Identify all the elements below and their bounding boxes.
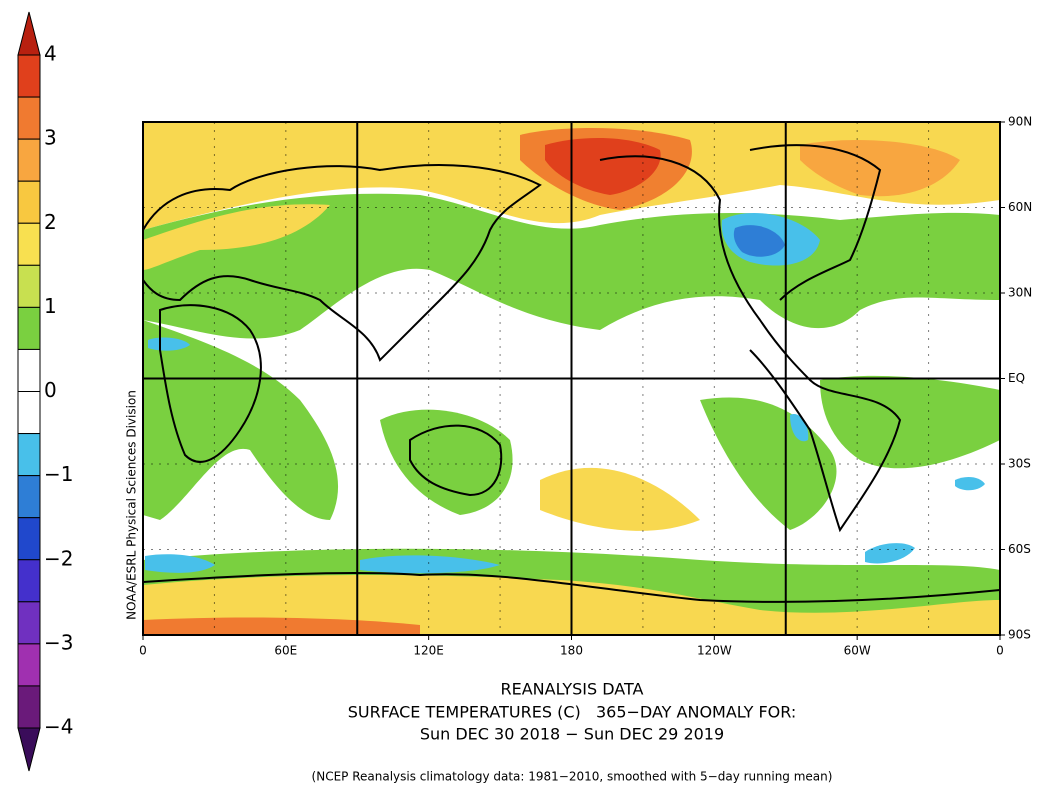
lat-label: 90N: [1008, 115, 1032, 129]
colorbar-tick-label: −1: [44, 462, 73, 486]
colorbar-tick-label: −3: [44, 630, 73, 654]
colorbar-band: [17, 264, 41, 308]
colorbar-band: [17, 54, 41, 98]
lon-label: 0: [996, 644, 1004, 658]
lon-label: 180: [560, 644, 583, 658]
lat-label: 60N: [1008, 200, 1032, 214]
lon-label: 60W: [844, 644, 871, 658]
colorbar: 4 3 2 1 0 −1 −2 −3 −4: [17, 11, 73, 772]
colorbar-tick-label: −2: [44, 546, 73, 570]
colorbar-band: [17, 601, 41, 645]
lon-label: 120E: [413, 644, 444, 658]
graticule: [142, 122, 1000, 635]
colorbar-band: [17, 685, 41, 729]
colorbar-band: [17, 475, 41, 519]
colorbar-band: [17, 348, 41, 392]
colorbar-band: [17, 138, 41, 182]
title-line: REANALYSIS DATA: [501, 680, 644, 699]
lat-label: EQ: [1008, 371, 1025, 385]
lon-label: 120W: [697, 644, 732, 658]
colorbar-arrow: [17, 11, 41, 56]
colorbar-band: [17, 306, 41, 350]
colorbar-tick-label: 1: [44, 294, 57, 318]
colorbar-band: [17, 180, 41, 224]
colorbar-tick-label: −4: [44, 715, 73, 739]
colorbar-tick-label: 0: [44, 378, 57, 402]
colorbar-tick-label: 4: [44, 42, 57, 66]
colorbar-band: [17, 222, 41, 266]
colorbar-band: [17, 559, 41, 603]
title-line: SURFACE TEMPERATURES (C) 365−DAY ANOMALY…: [348, 703, 797, 722]
lat-label: 30N: [1008, 286, 1032, 300]
colorbar-band: [17, 391, 41, 435]
title-line: Sun DEC 30 2018 − Sun DEC 29 2019: [420, 725, 724, 744]
map: [142, 121, 1001, 636]
colorbar-band: [17, 517, 41, 561]
colorbar-band: [17, 96, 41, 140]
lon-label: 0: [139, 644, 147, 658]
coastlines: [143, 144, 1000, 603]
colorbar-band: [17, 433, 41, 477]
lat-label: 60S: [1008, 542, 1031, 556]
credit: NOAA/ESRL Physical Sciences Division: [125, 390, 139, 620]
lon-label: 60E: [274, 644, 297, 658]
colorbar-tick-label: 3: [44, 126, 57, 150]
colorbar-tick-label: 2: [44, 210, 57, 234]
axis-labels: 0 60E 120E 180 120W 60W 0 90N 60N 30N EQ 30S 60S 90S: [139, 115, 1032, 658]
footnote: (NCEP Reanalysis climatology data: 1981−…: [312, 770, 833, 784]
colorbar-band: [17, 643, 41, 687]
colorbar-arrow: [17, 727, 41, 772]
lat-label: 30S: [1008, 457, 1031, 471]
lat-label: 90S: [1008, 628, 1031, 642]
